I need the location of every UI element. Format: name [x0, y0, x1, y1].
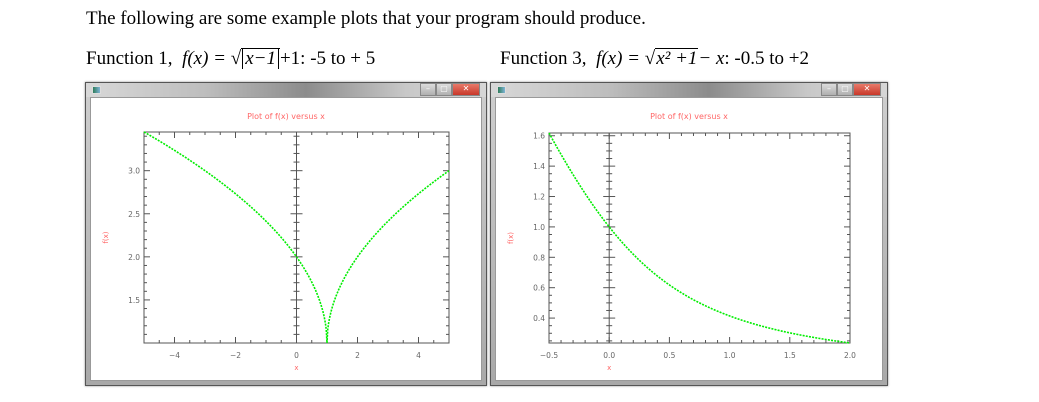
close-button[interactable]: ✕ [853, 83, 881, 96]
y-tick-label: 1.4 [533, 162, 545, 171]
intro-text: The following are some example plots tha… [86, 8, 646, 29]
plot-1-chart: Plot of f(x) versus x −4 −2 0 2 4 1.5 2.0 2.5 3.0… [102, 112, 450, 372]
function-1-range: : -5 to + 5 [300, 48, 376, 69]
window-2-client: Plot of f(x) versus x −0.5 0.0 0.5 1.0 1.5 2.0… [495, 97, 883, 381]
y-tick-label: 3.0 [128, 167, 140, 176]
plot-2-chart: Plot of f(x) versus x −0.5 0.0 0.5 1.0 1.5 2.0… [507, 112, 856, 372]
function-1-inner: x−1 [242, 48, 279, 69]
minimize-button[interactable]: – [420, 83, 436, 96]
x-tick-label: 1.5 [784, 351, 796, 360]
y-axis-label: f(x) [507, 232, 515, 244]
function-3-range: : -0.5 to +2 [724, 48, 810, 69]
app-icon [92, 86, 101, 94]
function-3-lhs: f(x) = [596, 48, 640, 69]
function-3-inner: x² +1 [656, 48, 698, 69]
y-tick-label: 1.5 [128, 296, 140, 305]
window-1-titlebar[interactable]: – ▢ ✕ [86, 83, 486, 97]
function-3-rhs: − x [698, 48, 725, 69]
x-tick-label: 0 [294, 351, 299, 360]
x-axis-label: x [294, 364, 298, 372]
x-tick-label: 2 [355, 351, 360, 360]
y-tick-label: 1.2 [533, 193, 545, 202]
plot-window-1: – ▢ ✕ Plot of f(x) versus x −4 −2 0 2 4 1.5 2.0… [85, 82, 487, 386]
app-icon [497, 86, 506, 94]
function-3-prefix: Function 3, [500, 48, 587, 69]
x-tick-label: 1.0 [724, 351, 736, 360]
plot-window-2: – ▢ ✕ Plot of f(x) versus x −0.5 0.0 0.5 1.0… [490, 82, 888, 386]
function-3-label: Function 3, f(x) = √x² +1− x: -0.5 to +2 [500, 48, 810, 69]
y-tick-label: 1.6 [533, 132, 545, 141]
y-tick-label: 2.5 [128, 210, 140, 219]
x-tick-label: 0.0 [603, 351, 615, 360]
minimize-button[interactable]: – [821, 83, 837, 96]
window-2-titlebar[interactable]: – ▢ ✕ [491, 83, 887, 97]
plot-title: Plot of f(x) versus x [247, 112, 325, 121]
function-curve [143, 131, 450, 344]
y-tick-label: 1.0 [533, 223, 545, 232]
x-axis-label: x [607, 364, 611, 372]
function-curve [548, 132, 851, 344]
x-tick-label: −0.5 [540, 351, 558, 360]
maximize-button[interactable]: ▢ [837, 83, 853, 96]
function-1-lhs: f(x) = [182, 48, 226, 69]
y-tick-label: 0.8 [533, 253, 545, 262]
x-tick-label: 4 [416, 351, 421, 360]
function-1-rhs: +1 [279, 48, 301, 69]
x-tick-label: −2 [230, 351, 241, 360]
x-tick-label: 2.0 [844, 351, 856, 360]
x-tick-label: −4 [169, 351, 180, 360]
function-1-prefix: Function 1, [86, 48, 173, 69]
window-1-client: Plot of f(x) versus x −4 −2 0 2 4 1.5 2.0 2.5 3.0… [90, 97, 482, 381]
x-tick-label: 0.5 [663, 351, 675, 360]
function-1-label: Function 1, f(x) = √ x−1 +1: -5 to + 5 [86, 48, 376, 69]
y-axis-label: f(x) [102, 231, 110, 243]
y-tick-label: 2.0 [128, 253, 140, 262]
close-button[interactable]: ✕ [452, 83, 480, 96]
y-tick-label: 0.6 [533, 284, 545, 293]
y-tick-label: 0.4 [533, 314, 545, 323]
plot-frame [548, 132, 851, 344]
plot-title: Plot of f(x) versus x [650, 112, 728, 121]
maximize-button[interactable]: ▢ [436, 83, 452, 96]
